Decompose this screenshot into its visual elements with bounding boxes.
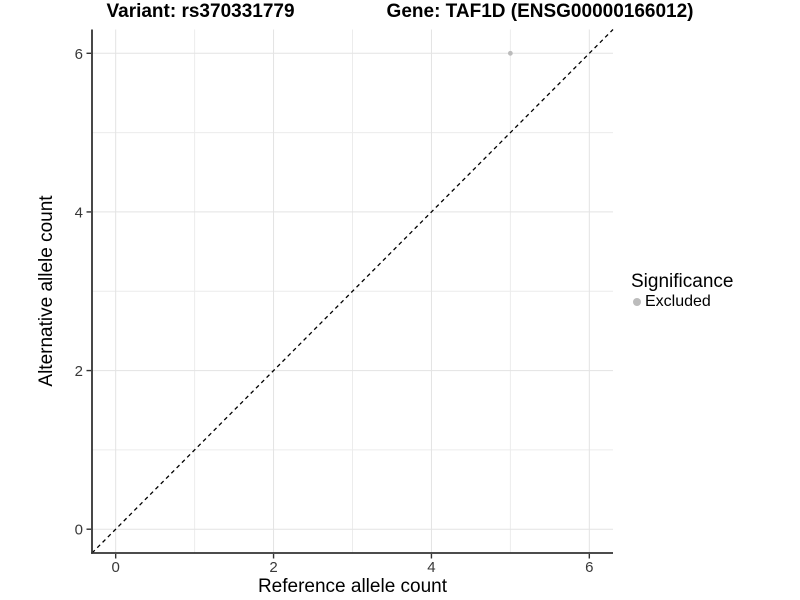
legend-item: Excluded	[633, 293, 733, 311]
x-tick-label: 2	[269, 559, 277, 576]
legend-items: Excluded	[631, 293, 733, 311]
y-tick-label: 6	[75, 46, 83, 63]
legend-title: Significance	[631, 271, 734, 292]
plot-title: Variant: rs370331779 Gene: TAF1D (ENSG00…	[0, 1, 800, 22]
legend: Significance Excluded	[631, 272, 733, 311]
legend-key-dot-icon	[633, 298, 641, 306]
x-tick-label: 6	[585, 559, 593, 576]
x-tick-label: 0	[112, 559, 120, 576]
y-axis-title: Alternative allele count	[36, 195, 57, 387]
x-tick-label: 4	[427, 559, 435, 576]
y-tick-label: 0	[75, 522, 83, 539]
identity-reference-line	[91, 29, 614, 554]
data-point	[507, 50, 513, 56]
plot-title-gene: Gene: TAF1D (ENSG00000166012)	[386, 1, 694, 22]
y-tick-label: 2	[75, 363, 83, 380]
y-tick-label: 4	[75, 204, 83, 221]
legend-item-label: Excluded	[645, 293, 711, 310]
x-axis-title: Reference allele count	[257, 576, 448, 597]
plot-title-variant: Variant: rs370331779	[106, 1, 295, 22]
